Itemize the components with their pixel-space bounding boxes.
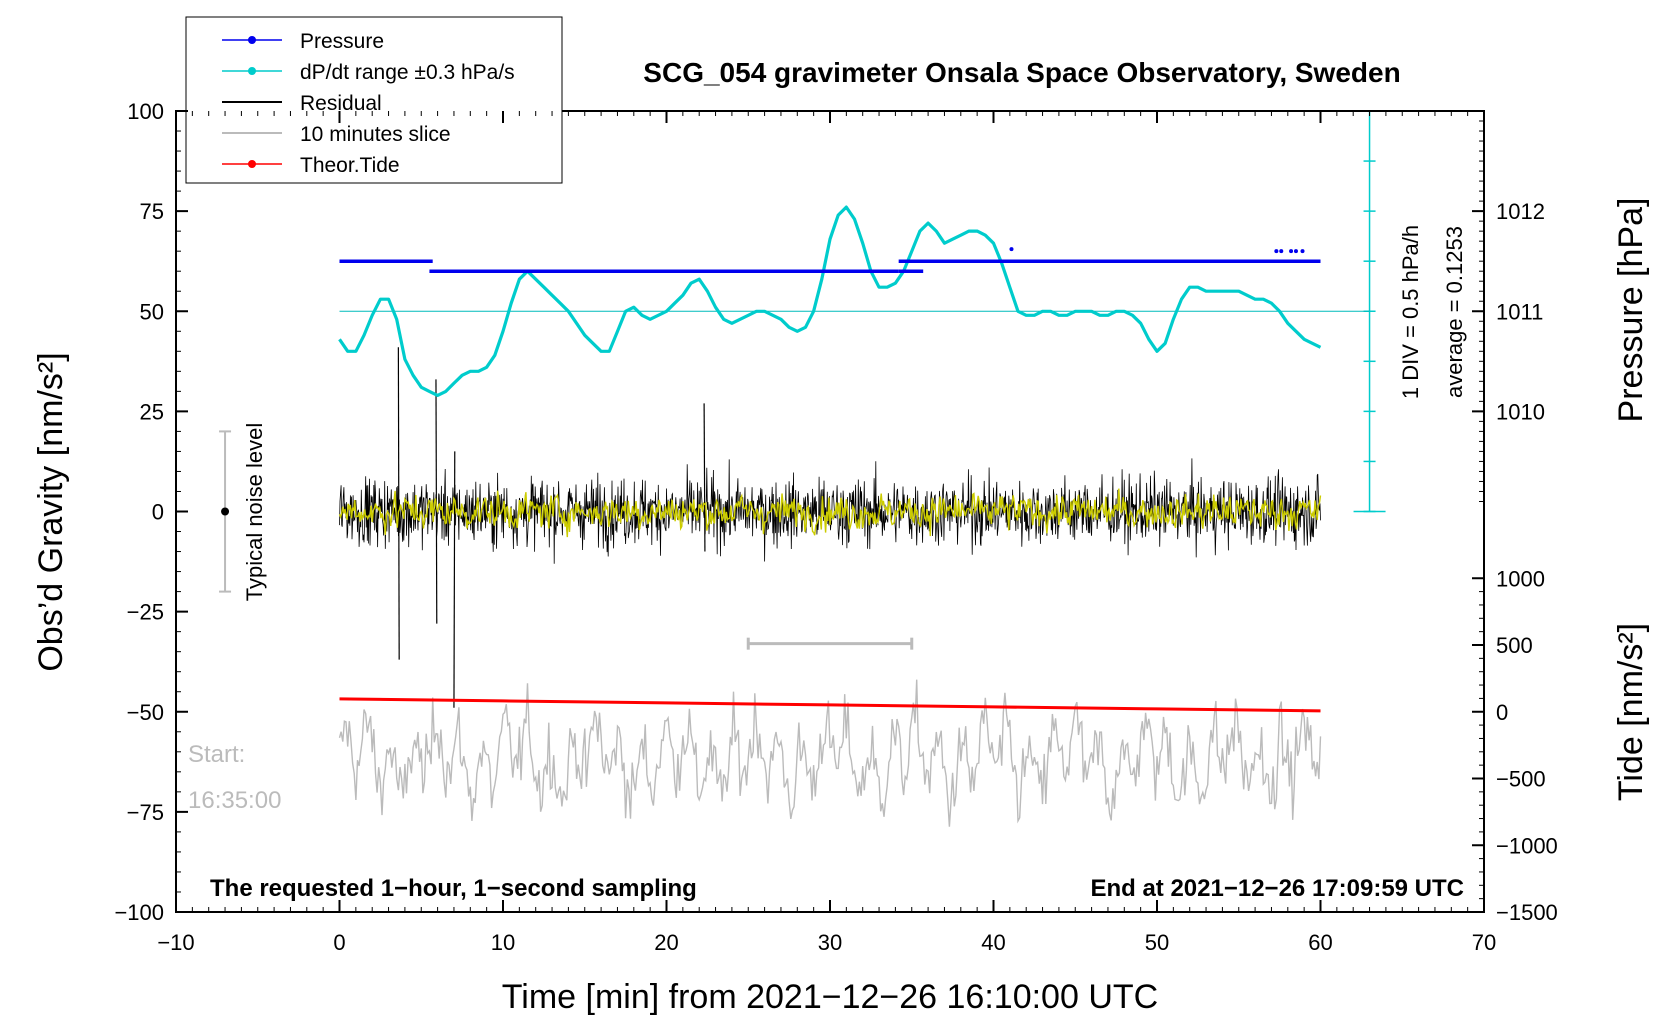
tide-axis-title: Tide [nm/s²] [1612,623,1650,801]
residual-spike [453,451,456,708]
legend-marker-dpdt [248,67,256,75]
legend-label-residual: Residual [300,92,382,115]
pressure-dot [1293,249,1298,254]
pressure-average-note: average = 0.1253 [1442,226,1467,398]
plot-area [219,110,1386,827]
legend-marker-tide [248,160,256,168]
y-tick-label: 50 [140,299,164,324]
x-tick-label: 10 [491,930,515,955]
footer-left-note: The requested 1−hour, 1−second sampling [210,875,697,902]
tide-tick-label: −500 [1496,767,1546,792]
y-tick-label: −25 [127,600,164,625]
pressure-dot [1289,249,1294,254]
legend-label-tide: Theor.Tide [300,154,400,177]
slice-start-label: Start: [188,741,245,768]
pressure-dot [1274,249,1279,254]
x-tick-label: 20 [654,930,678,955]
x-tick-label: −10 [157,930,194,955]
x-tick-label: 30 [818,930,842,955]
residual-spike [397,347,400,660]
y-tick-label: 75 [140,199,164,224]
pressure-scale-note: 1 DIV = 0.5 hPa/h [1398,225,1423,399]
tide-tick-label: −1500 [1496,900,1558,925]
tide-tick-label: 1000 [1496,566,1545,591]
legend-label-pressure: Pressure [300,30,384,53]
y-tick-label: 0 [152,500,164,525]
y-tick-label: 25 [140,399,164,424]
pressure-tick-label: 1010 [1496,399,1545,424]
y-tick-label: −100 [114,900,164,925]
slice-start-time: 16:35:00 [188,787,281,814]
tide-tick-label: 0 [1496,700,1508,725]
residual-smoothed-line [338,488,1322,538]
x-tick-label: 60 [1308,930,1332,955]
tide-line [339,697,1321,713]
y-tick-label: −50 [127,700,164,725]
tide-tick-label: −1000 [1496,833,1558,858]
pressure-dot [1279,249,1284,254]
noise-level-marker [221,507,230,516]
residual-spike [703,403,706,552]
x-tick-label: 70 [1472,930,1496,955]
pressure-tick-label: 1011 [1496,299,1543,324]
legend: Pressure dP/dt range ±0.3 hPa/s Residual… [185,16,563,184]
chart-title: SCG_054 gravimeter Onsala Space Observat… [643,57,1400,88]
legend-marker-pressure [248,36,256,44]
dpdt-line [338,205,1322,397]
footer-right-note: End at 2021−12−26 17:09:59 UTC [1090,875,1464,902]
y-tick-label: 100 [127,99,164,124]
pressure-tick-label: 1012 [1496,199,1545,224]
x-axis-title: Time [min] from 2021−12−26 16:10:00 UTC [502,978,1158,1016]
legend-label-slice: 10 minutes slice [300,123,451,146]
slice-line [338,679,1322,827]
tide-tick-label: 500 [1496,633,1533,658]
x-tick-label: 40 [981,930,1005,955]
legend-box [185,16,563,184]
pressure-axis-title: Pressure [hPa] [1612,198,1650,423]
y-tick-label: −75 [127,800,164,825]
x-tick-label: 0 [333,930,345,955]
legend-label-dpdt: dP/dt range ±0.3 hPa/s [300,61,515,84]
pressure-dot [1009,247,1014,252]
pressure-dot [1300,249,1305,254]
y-axis-title-left: Obs’d Gravity [nm/s²] [32,352,70,671]
x-tick-label: 50 [1145,930,1169,955]
noise-level-label: Typical noise level [242,423,267,602]
